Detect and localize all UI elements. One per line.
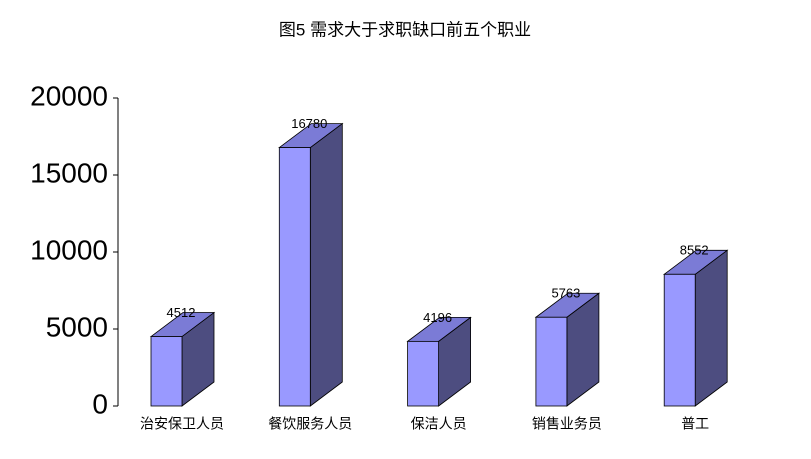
value-label: 8552 [680, 243, 709, 258]
value-label: 5763 [551, 286, 580, 301]
y-tick-label: 5000 [46, 311, 108, 342]
y-tick-label: 20000 [30, 80, 108, 111]
x-tick-label: 保洁人员 [411, 416, 467, 432]
bar-front [278, 147, 311, 407]
bar-front [535, 316, 568, 407]
bar-side [694, 249, 728, 407]
bar-front [407, 340, 440, 407]
x-tick-label: 餐饮服务人员 [268, 416, 352, 432]
chart-title: 图5 需求大于求职缺口前五个职业 [279, 20, 531, 39]
bar [278, 122, 344, 407]
y-tick-label: 15000 [30, 157, 108, 188]
value-label: 16780 [291, 116, 327, 131]
bar-front [150, 336, 183, 407]
bar [406, 316, 472, 407]
y-tick-label: 10000 [30, 234, 108, 265]
x-tick-label: 治安保卫人员 [140, 416, 224, 432]
y-tick-label: 0 [92, 388, 108, 419]
value-label: 4196 [423, 310, 452, 325]
bar [663, 249, 729, 407]
x-tick-label: 普工 [681, 416, 709, 432]
x-tick-label: 销售业务员 [532, 416, 602, 432]
value-label: 4512 [167, 305, 196, 320]
bar [149, 311, 216, 407]
bar [534, 292, 601, 407]
bar-side [309, 122, 343, 407]
bar-front [663, 273, 696, 407]
